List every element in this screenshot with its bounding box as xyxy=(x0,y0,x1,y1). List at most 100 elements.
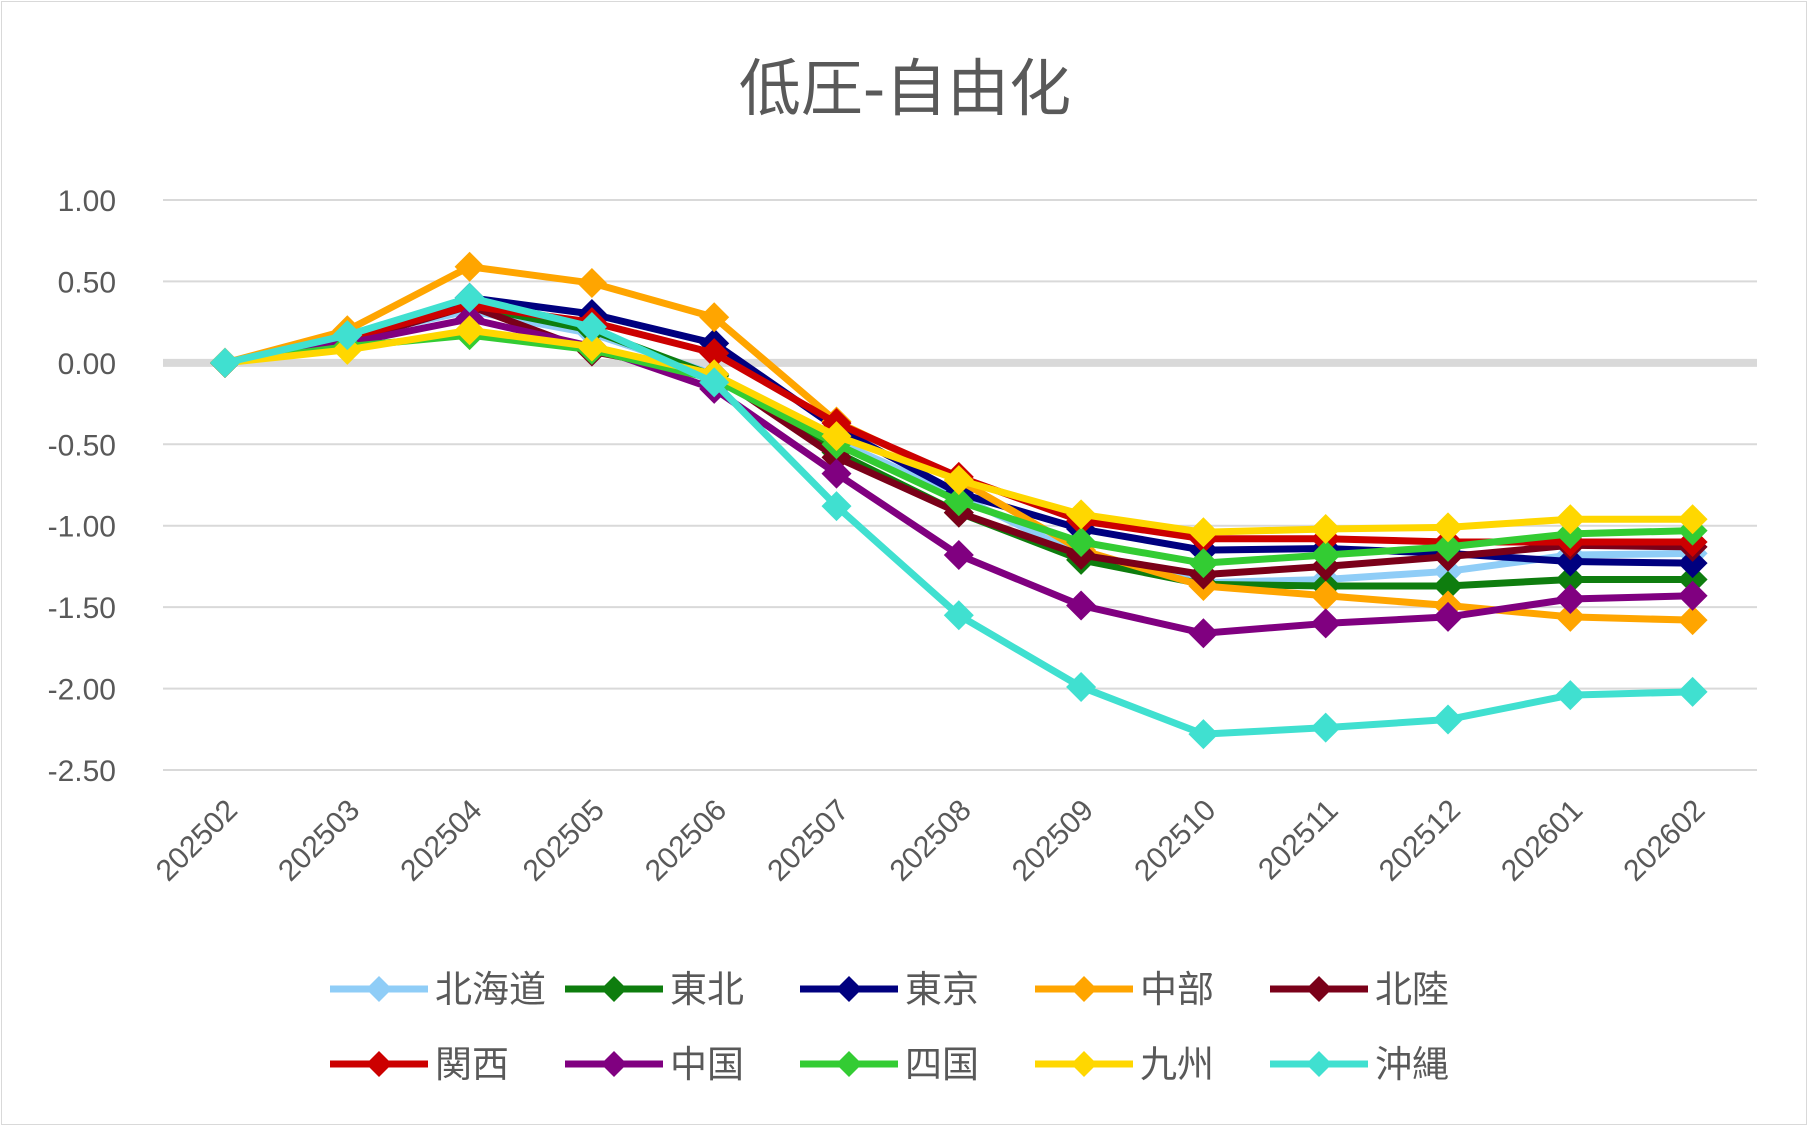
chart-title: 低圧-自由化 xyxy=(739,52,1071,125)
data-point-marker xyxy=(1188,517,1219,548)
data-point-marker xyxy=(1066,499,1097,530)
data-point-marker xyxy=(1188,548,1219,579)
data-point-marker xyxy=(699,338,730,369)
data-point-marker xyxy=(1677,548,1708,579)
legend-swatch-marker xyxy=(1306,1051,1332,1077)
data-point-marker xyxy=(1433,704,1463,735)
data-point-marker xyxy=(454,251,485,282)
legend-item: 中部 xyxy=(1035,968,1214,1011)
legend-label: 中国 xyxy=(670,1043,744,1086)
series-line xyxy=(221,302,1697,579)
y-tick-label: -0.50 xyxy=(48,429,116,462)
data-point-marker xyxy=(1555,564,1586,595)
data-point-marker xyxy=(1433,601,1463,632)
legend-swatch-marker xyxy=(366,976,392,1002)
data-point-marker xyxy=(1677,605,1708,636)
data-point-marker xyxy=(699,367,730,398)
series-沖縄 xyxy=(210,282,1708,750)
data-point-marker xyxy=(1555,546,1586,577)
data-point-marker xyxy=(943,486,974,517)
data-point-marker xyxy=(576,331,607,362)
data-point-marker xyxy=(1066,527,1097,557)
legend-label: 北陸 xyxy=(1375,968,1449,1011)
x-tick-label: 202503 xyxy=(272,794,366,888)
x-tick-label: 202512 xyxy=(1373,794,1467,888)
legend-swatch-marker xyxy=(1071,1051,1097,1077)
data-point-marker xyxy=(1677,504,1708,535)
data-point-marker xyxy=(1433,531,1463,562)
data-point-marker xyxy=(1066,671,1097,702)
data-point-marker xyxy=(332,320,363,351)
data-point-marker xyxy=(1433,570,1463,601)
data-point-marker xyxy=(1310,712,1341,743)
x-axis-ticks: 202502 202503 202504 202505 202506 202507 2025… xyxy=(150,794,1712,888)
legend-label: 四国 xyxy=(905,1043,979,1086)
legend-item: 関西 xyxy=(330,1043,509,1086)
y-tick-label: -1.00 xyxy=(48,511,116,544)
data-point-marker xyxy=(943,540,974,571)
y-axis-ticks: 1.00 0.50 0.00 -0.50 -1.00 -1.50 -2.00 -2.50 xyxy=(48,185,116,788)
data-point-marker xyxy=(821,421,852,452)
legend-item: 九州 xyxy=(1035,1043,1214,1086)
legend-swatch-marker xyxy=(1071,976,1097,1002)
x-tick-label: 202509 xyxy=(1006,794,1100,888)
data-point-marker xyxy=(1677,676,1708,707)
legend-swatch-marker xyxy=(601,976,627,1002)
data-point-marker xyxy=(210,347,240,378)
data-point-marker xyxy=(1677,580,1708,611)
x-tick-label: 202602 xyxy=(1617,794,1711,888)
legend-item: 四国 xyxy=(800,1043,979,1086)
data-point-marker xyxy=(454,315,485,346)
legend-item: 中国 xyxy=(565,1043,744,1086)
series-lines xyxy=(210,251,1708,750)
legend-label: 九州 xyxy=(1140,1043,1214,1086)
data-point-marker xyxy=(1310,608,1341,639)
legend-swatch-marker xyxy=(836,976,862,1002)
legend-label: 東北 xyxy=(670,968,744,1011)
x-tick-label: 202508 xyxy=(884,794,978,888)
x-tick-label: 202507 xyxy=(761,794,855,888)
x-tick-label: 202502 xyxy=(150,794,244,888)
y-tick-label: 0.00 xyxy=(58,348,116,381)
data-point-marker xyxy=(1555,504,1586,535)
data-point-marker xyxy=(1555,680,1586,711)
data-point-marker xyxy=(943,600,974,631)
data-point-marker xyxy=(576,312,607,343)
y-tick-label: -1.50 xyxy=(48,592,116,625)
y-tick-label: 0.50 xyxy=(58,266,116,299)
legend-item: 東京 xyxy=(800,968,979,1011)
legend-swatch-marker xyxy=(601,1051,627,1077)
data-point-marker xyxy=(699,302,730,333)
legend-item: 北海道 xyxy=(330,968,546,1011)
y-tick-label: 1.00 xyxy=(58,185,116,218)
y-tick-label: -2.50 xyxy=(48,755,116,788)
x-tick-label: 202510 xyxy=(1128,794,1222,888)
x-tick-label: 202511 xyxy=(1252,794,1345,887)
x-tick-label: 202505 xyxy=(517,794,611,888)
data-point-marker xyxy=(943,465,974,496)
data-point-marker xyxy=(821,491,852,522)
legend-label: 中部 xyxy=(1140,968,1214,1011)
data-point-marker xyxy=(1066,590,1097,621)
data-point-marker xyxy=(1555,601,1586,632)
data-point-marker xyxy=(1310,540,1341,571)
y-tick-label: -2.00 xyxy=(48,674,116,707)
data-point-marker xyxy=(1188,719,1219,750)
legend-swatch-marker xyxy=(1306,976,1332,1002)
legend-swatch-marker xyxy=(366,1051,392,1077)
series-九州 xyxy=(210,315,1708,548)
data-point-marker xyxy=(821,458,852,489)
x-tick-label: 202504 xyxy=(394,794,488,888)
data-point-marker xyxy=(1310,513,1341,544)
data-point-marker xyxy=(1433,512,1463,543)
data-point-marker xyxy=(1188,618,1219,649)
data-point-marker xyxy=(576,268,607,299)
legend-item: 東北 xyxy=(565,968,744,1011)
legend-label: 関西 xyxy=(435,1043,509,1086)
legend-item: 沖縄 xyxy=(1270,1043,1449,1086)
data-point-marker xyxy=(1555,584,1586,614)
legend-label: 東京 xyxy=(905,968,979,1011)
x-tick-label: 202506 xyxy=(639,794,733,888)
